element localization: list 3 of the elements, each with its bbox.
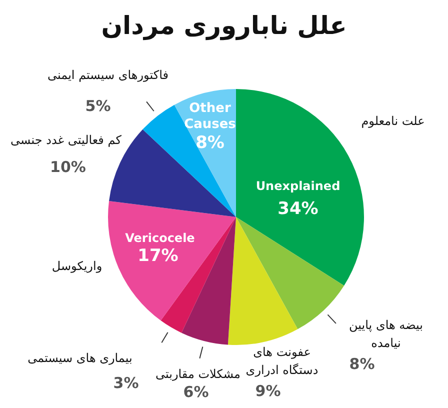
annotation: Unexplained <box>256 179 340 193</box>
annotation: Vericocele <box>125 231 195 245</box>
title: علل ناباروری مردان <box>101 11 347 40</box>
